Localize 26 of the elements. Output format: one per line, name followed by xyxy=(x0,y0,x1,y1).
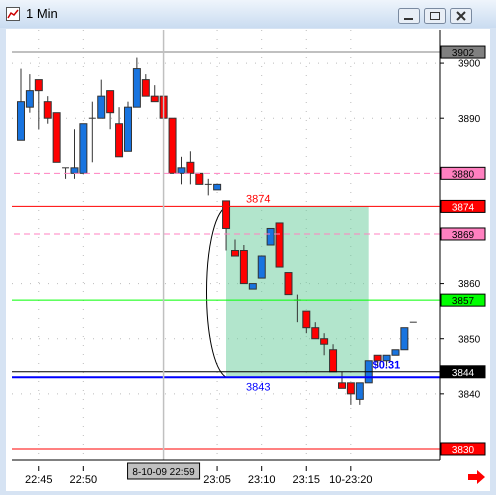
ref-line-label: 3902 xyxy=(452,48,475,60)
y-tick-label: 3890 xyxy=(458,114,481,125)
ref-line-label: 3857 xyxy=(452,296,475,308)
ref-line-label: 3874 xyxy=(452,202,475,214)
x-tick-label: 23:05 xyxy=(203,474,231,486)
x-tick-label: 23:15 xyxy=(292,474,320,486)
annotation: 3874 xyxy=(246,193,270,206)
candlestick xyxy=(284,272,292,296)
chart-title: 1 Min xyxy=(26,6,58,21)
annotation: 3843 xyxy=(246,381,270,394)
y-tick-label: 3840 xyxy=(458,389,481,400)
ref-line-label: 3880 xyxy=(452,169,475,180)
ref-line-label: 3830 xyxy=(452,444,475,456)
y-tick-label: 3900 xyxy=(458,58,481,70)
x-tick-label: 23:10 xyxy=(248,474,276,486)
annotation: $0.31 xyxy=(372,359,400,372)
candlestick xyxy=(329,344,338,372)
candlestick xyxy=(258,256,266,279)
x-tick-label: 10-23:20 xyxy=(329,474,373,486)
x-tick-label: 22:45 xyxy=(24,474,53,486)
x-tick-label: 22:50 xyxy=(70,474,98,486)
y-tick-label: 3860 xyxy=(458,279,481,290)
text: 8-10-09 22:59 xyxy=(132,467,196,478)
ref-line-label: 3844 xyxy=(452,368,475,379)
ref-line-label: 3869 xyxy=(452,230,475,241)
y-tick-label: 3850 xyxy=(458,334,481,346)
